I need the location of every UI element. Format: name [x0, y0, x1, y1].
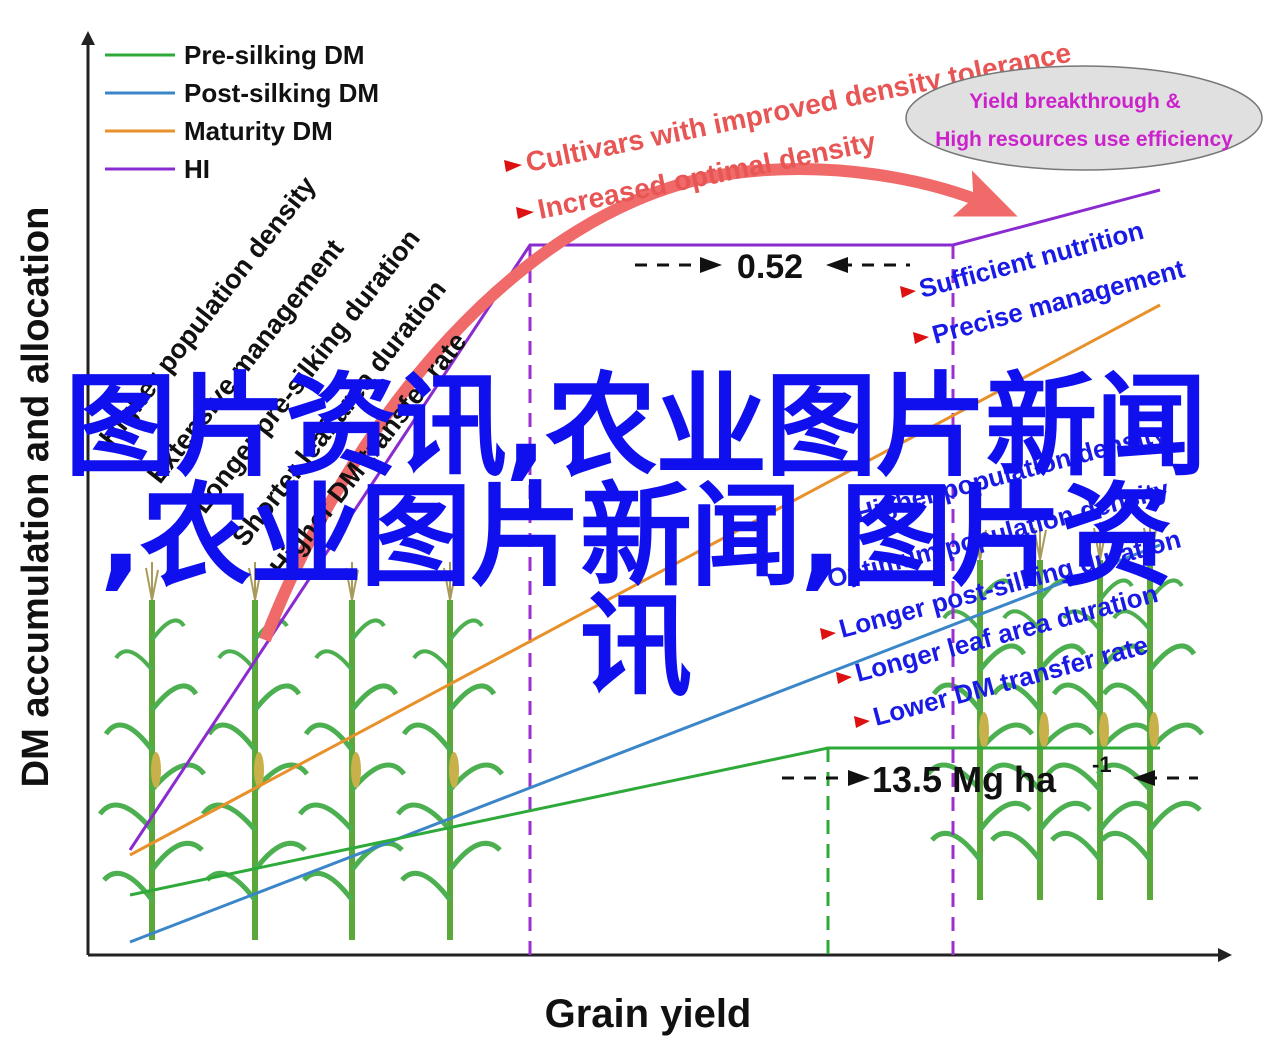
- yield-breakthrough-badge: Yield breakthrough & High resources use …: [905, 65, 1263, 171]
- overlay-line-1: 图片资讯,农业图片新闻: [64, 362, 1208, 492]
- badge-line-1: Yield breakthrough &: [969, 90, 1181, 113]
- legend: Pre-silking DM Post-silking DM Maturity …: [105, 40, 379, 184]
- pointer-icon: [900, 286, 916, 298]
- y-axis-label: DM accumulation and allocation: [15, 207, 57, 788]
- legend-label: Maturity DM: [184, 116, 333, 146]
- hi-gap-measure: 0.52: [635, 248, 910, 286]
- overlay-line-2: ,农业图片新闻,图片资: [99, 472, 1172, 602]
- legend-label: Post-silking DM: [184, 78, 379, 108]
- watermark-overlay: 图片资讯,农业图片新闻 ,农业图片新闻,图片资 讯: [40, 362, 1230, 712]
- post-silking-dm-line: [129, 543, 1161, 944]
- density-arrow: [259, 163, 1018, 643]
- x-axis-label: Grain yield: [545, 992, 752, 1036]
- yield-measure: 13.5 Mg ha -1: [782, 752, 1198, 800]
- hi-gap-value: 0.52: [737, 248, 803, 286]
- pointer-icon: [836, 672, 852, 684]
- pointer-icon: [854, 716, 870, 728]
- pointer-icon: [913, 332, 929, 344]
- legend-label: HI: [184, 154, 210, 184]
- yield-value: 13.5 Mg ha: [872, 759, 1057, 800]
- pointer-icon: [516, 207, 534, 219]
- maturity-dm-line: [129, 303, 1161, 857]
- badge-ellipse: [905, 65, 1263, 171]
- pointer-icon: [820, 628, 836, 640]
- legend-label: Pre-silking DM: [184, 40, 365, 70]
- hi-line: [128, 188, 1161, 851]
- yield-unit-exponent: -1: [1092, 752, 1112, 777]
- badge-line-2: High resources use efficiency: [935, 128, 1233, 151]
- pointer-icon: [504, 160, 522, 172]
- overlay-line-3: 讯: [580, 582, 692, 712]
- pre-silking-dm-line: [129, 746, 1160, 897]
